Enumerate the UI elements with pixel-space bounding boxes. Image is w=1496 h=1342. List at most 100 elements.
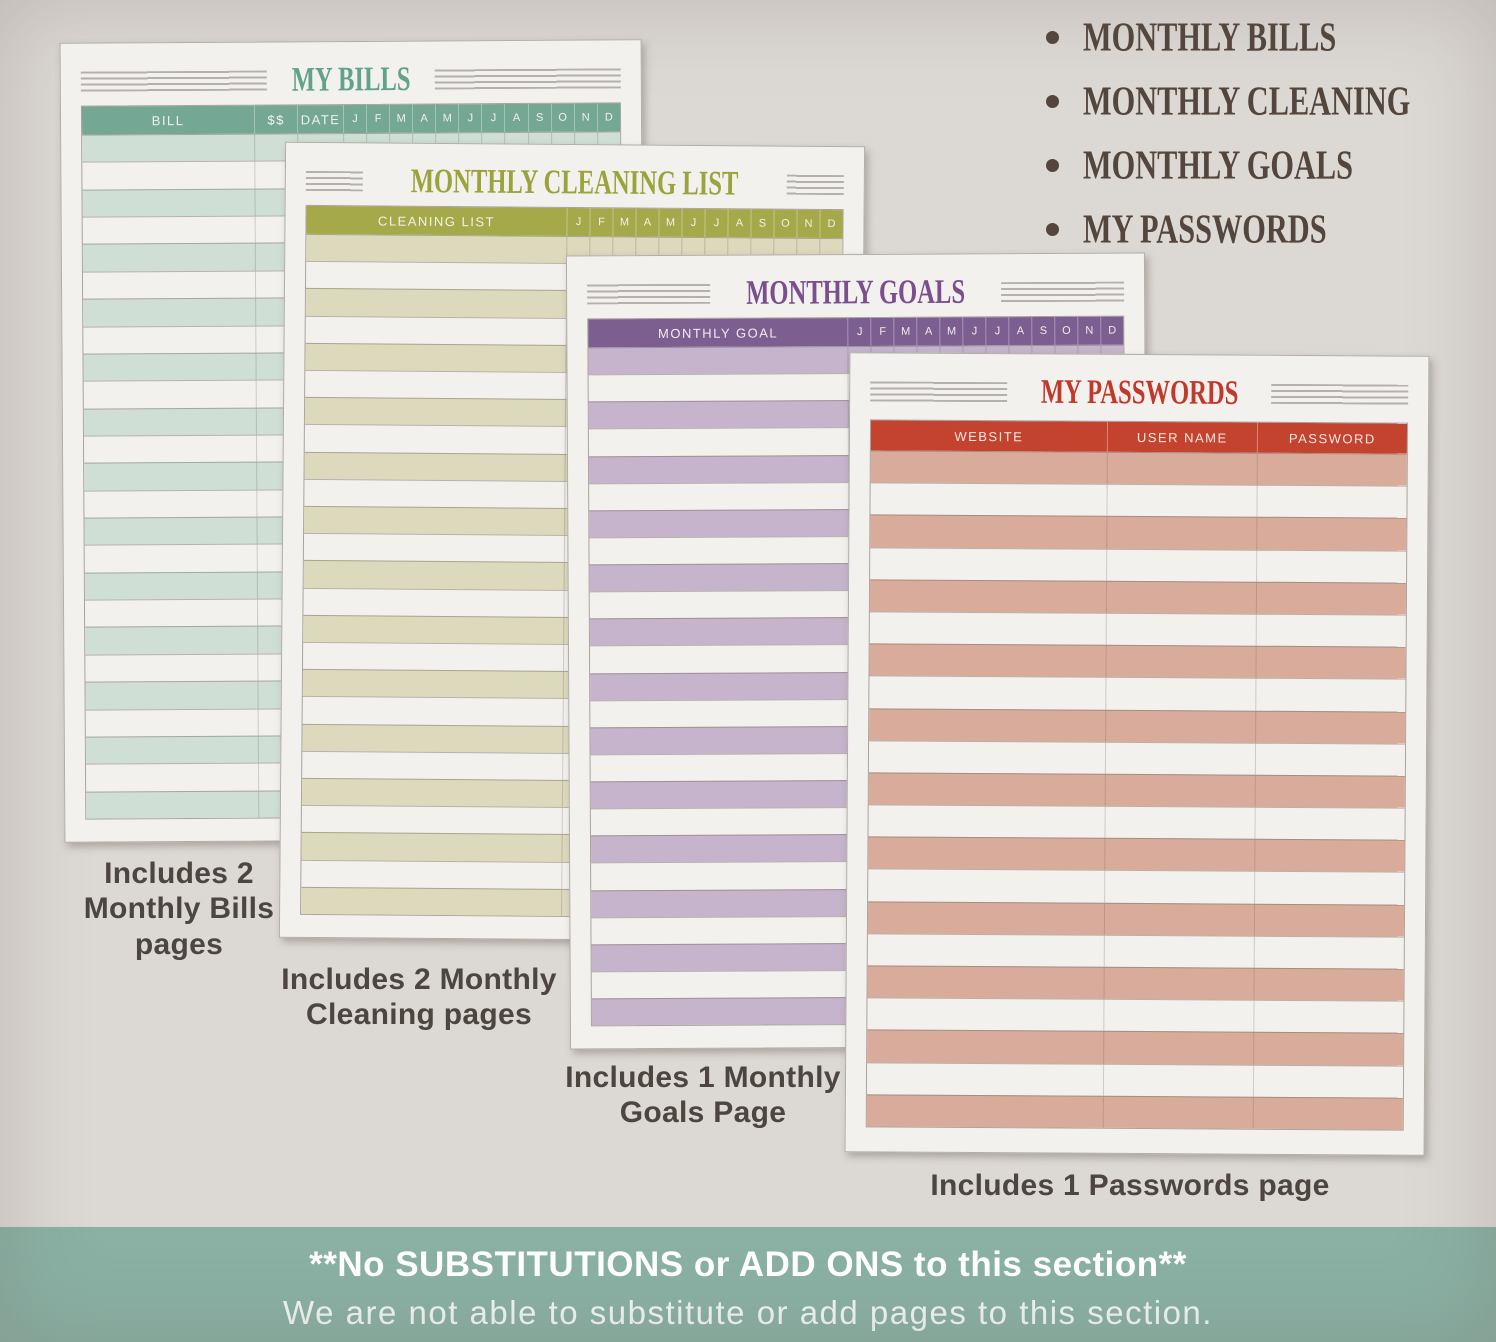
table-cell bbox=[1103, 903, 1254, 936]
table-row bbox=[867, 900, 1405, 937]
table-cell bbox=[1254, 775, 1405, 808]
page-header: MY PASSWORDS bbox=[870, 369, 1409, 416]
table-cell bbox=[304, 480, 564, 508]
table-row bbox=[869, 611, 1406, 647]
table-header-row: WEBSITE USER NAME PASSWORD bbox=[870, 420, 1408, 454]
table-row bbox=[870, 450, 1407, 486]
month-column-header: A bbox=[916, 317, 940, 346]
table-cell bbox=[86, 764, 258, 791]
table-cell bbox=[305, 371, 565, 399]
month-column-header: O bbox=[550, 103, 574, 132]
table-header-row: CLEANING LIST J F M A M J J A S O N D bbox=[306, 205, 843, 239]
month-column-header: J bbox=[962, 317, 986, 346]
table-cell bbox=[302, 779, 562, 807]
table-row bbox=[868, 740, 1406, 776]
table-cell bbox=[83, 217, 255, 244]
table-cell bbox=[303, 643, 563, 671]
month-column-header: F bbox=[365, 104, 390, 133]
table-cell bbox=[868, 902, 1104, 935]
table-cell bbox=[304, 507, 564, 535]
table-cell bbox=[1254, 711, 1406, 744]
table-row bbox=[868, 868, 1405, 905]
table-cell bbox=[86, 791, 258, 818]
month-column-header: J bbox=[481, 104, 505, 133]
table-row bbox=[869, 675, 1406, 712]
bullet-icon bbox=[1046, 31, 1059, 44]
table-cell bbox=[85, 600, 257, 627]
table-cell bbox=[592, 998, 852, 1025]
table-cell bbox=[1256, 485, 1407, 519]
table-row bbox=[867, 997, 1404, 1034]
month-column-header: F bbox=[589, 208, 613, 237]
column-header: $$ bbox=[254, 105, 298, 134]
column-header: MONTHLY GOAL bbox=[657, 324, 779, 341]
table-cell bbox=[1252, 1065, 1404, 1098]
month-column-header: A bbox=[504, 103, 528, 133]
table-cell bbox=[589, 510, 849, 537]
table-cell bbox=[83, 299, 255, 326]
table-cell bbox=[589, 483, 849, 510]
table-cell bbox=[1253, 936, 1404, 969]
table-cell bbox=[871, 451, 1107, 484]
month-column-header: M bbox=[939, 317, 963, 346]
table-cell bbox=[590, 727, 850, 754]
feature-label: MONTHLY BILLS bbox=[1083, 14, 1337, 61]
table-cell bbox=[1254, 743, 1406, 776]
table-cell bbox=[867, 1095, 1103, 1128]
table-cell bbox=[84, 408, 256, 435]
table-cell bbox=[1256, 453, 1407, 486]
table-cell bbox=[1105, 678, 1256, 711]
decorative-rule-lines bbox=[870, 381, 1007, 403]
table-cell bbox=[869, 709, 1105, 742]
table-row bbox=[869, 707, 1406, 744]
table-cell bbox=[591, 835, 851, 862]
table-cell bbox=[590, 700, 850, 727]
table-cell bbox=[301, 888, 561, 916]
table-cell bbox=[869, 741, 1105, 774]
caption-passwords: Includes 1 Passwords page bbox=[930, 1169, 1330, 1202]
table-cell bbox=[84, 463, 256, 490]
month-column-header: N bbox=[1077, 316, 1101, 345]
table-cell bbox=[1104, 806, 1255, 839]
month-column-header: N bbox=[796, 209, 820, 238]
table-cell bbox=[85, 682, 257, 709]
table-cell bbox=[1102, 1064, 1254, 1097]
page-title: MY PASSWORDS bbox=[1040, 372, 1239, 413]
caption-cleaning: Includes 2 Monthly Cleaning pages bbox=[281, 963, 557, 1032]
table-cell bbox=[1105, 613, 1256, 646]
table-cell bbox=[306, 262, 566, 290]
month-column-header: M bbox=[893, 317, 917, 346]
table-cell bbox=[305, 344, 565, 372]
month-column-header: M bbox=[658, 208, 682, 237]
table-cell bbox=[304, 534, 564, 562]
table-cell bbox=[1103, 967, 1254, 1000]
table-cell bbox=[591, 781, 851, 808]
decorative-rule-lines bbox=[1271, 383, 1409, 405]
table-cell bbox=[1105, 549, 1257, 582]
table-cell bbox=[592, 971, 852, 998]
feature-item: MONTHLY GOALS bbox=[1046, 143, 1486, 188]
table-cell bbox=[589, 428, 849, 455]
table-cell bbox=[303, 670, 563, 698]
month-column-header: A bbox=[635, 208, 659, 237]
table-cell bbox=[304, 453, 564, 481]
table-cell bbox=[589, 401, 849, 428]
table-cell bbox=[1254, 839, 1405, 873]
month-column-header: J bbox=[681, 208, 705, 238]
table-header-row: BILL $$ DATE J F M A M J J A S O N D bbox=[81, 103, 621, 135]
table-row bbox=[870, 546, 1407, 583]
table-cell bbox=[82, 189, 254, 216]
month-column-header: M bbox=[435, 104, 459, 133]
table-cell bbox=[1104, 839, 1255, 872]
table-cell bbox=[1253, 1033, 1404, 1066]
month-column-header: D bbox=[596, 103, 620, 132]
table-cell bbox=[1102, 1096, 1253, 1129]
table-cell bbox=[83, 326, 255, 353]
table-cell bbox=[1255, 550, 1407, 583]
table-cell bbox=[1103, 935, 1254, 968]
page-header: MONTHLY CLEANING LIST bbox=[305, 159, 844, 207]
table-cell bbox=[590, 645, 850, 672]
bullet-icon bbox=[1046, 223, 1059, 236]
table-row bbox=[866, 1094, 1403, 1130]
